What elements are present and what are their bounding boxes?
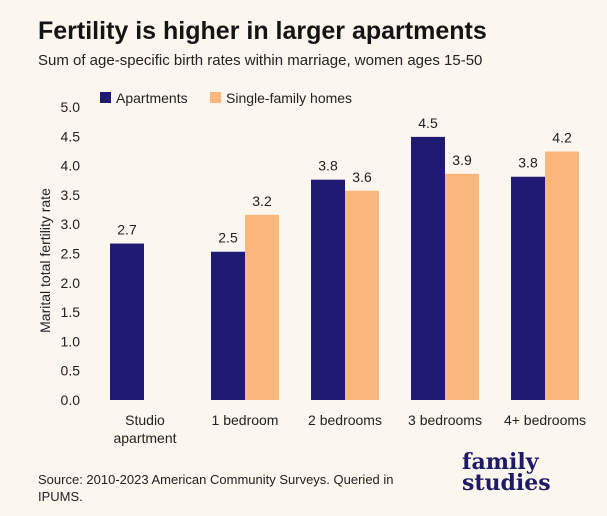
data-label: 2.5 [218,230,238,246]
data-label: 3.8 [318,158,338,174]
y-tick-label: 3.5 [61,187,81,203]
y-tick-label: 3.0 [61,216,81,232]
chart-title: Fertility is higher in larger apartments [38,17,487,45]
family-studies-logo: family studies [462,449,551,496]
x-tick-label: Studio [125,412,165,428]
data-label: 3.9 [452,152,472,168]
data-label: 3.6 [352,169,372,185]
data-label: 3.8 [518,155,538,171]
legend-label-0: Apartments [116,90,188,106]
bar-0-0 [110,243,144,400]
bar-chart: 0.0 0.5 1.0 1.5 2.0 2.5 3.0 3.5 4.0 4.5 5.0 Marital… [37,90,586,446]
data-label: 4.2 [552,130,572,146]
logo-line-2: studies [462,470,551,496]
bar-1-1 [245,214,279,400]
bar-1-4 [545,151,579,400]
legend-label-1: Single-family homes [226,90,352,106]
x-tick-label: 3 bedrooms [408,412,482,428]
y-tick-label: 2.0 [61,275,81,291]
y-tick-label: 5.0 [61,99,81,115]
x-tick-label: apartment [113,430,176,446]
y-tick-label: 1.5 [61,304,81,320]
y-tick-label: 2.5 [61,246,81,262]
y-tick-label: 0.5 [61,363,81,379]
y-tick-label: 0.0 [61,392,81,408]
x-tick-label: 4+ bedrooms [504,412,586,428]
chart-subtitle: Sum of age-specific birth rates within m… [38,52,483,69]
bar-1-2 [345,190,379,400]
y-tick-label: 4.0 [61,158,81,174]
x-tick-label: 2 bedrooms [308,412,382,428]
bar-0-3 [411,136,445,401]
bar-0-4 [511,176,545,400]
logo-line-1: family [462,449,539,475]
data-label: 2.7 [117,222,137,238]
legend-swatch-0 [100,92,111,103]
data-label: 3.2 [252,193,272,209]
bar-1-3 [445,173,479,400]
legend-swatch-1 [210,92,221,103]
data-label: 4.5 [418,115,438,131]
bar-0-1 [211,251,245,400]
source-note: Source: 2010-2023 American Community Sur… [38,472,394,504]
x-tick-label: 1 bedroom [212,412,279,428]
bar-0-2 [311,179,345,400]
y-axis-label: Marital total fertility rate [37,188,53,333]
y-tick-label: 1.0 [61,333,81,349]
y-tick-label: 4.5 [61,128,81,144]
